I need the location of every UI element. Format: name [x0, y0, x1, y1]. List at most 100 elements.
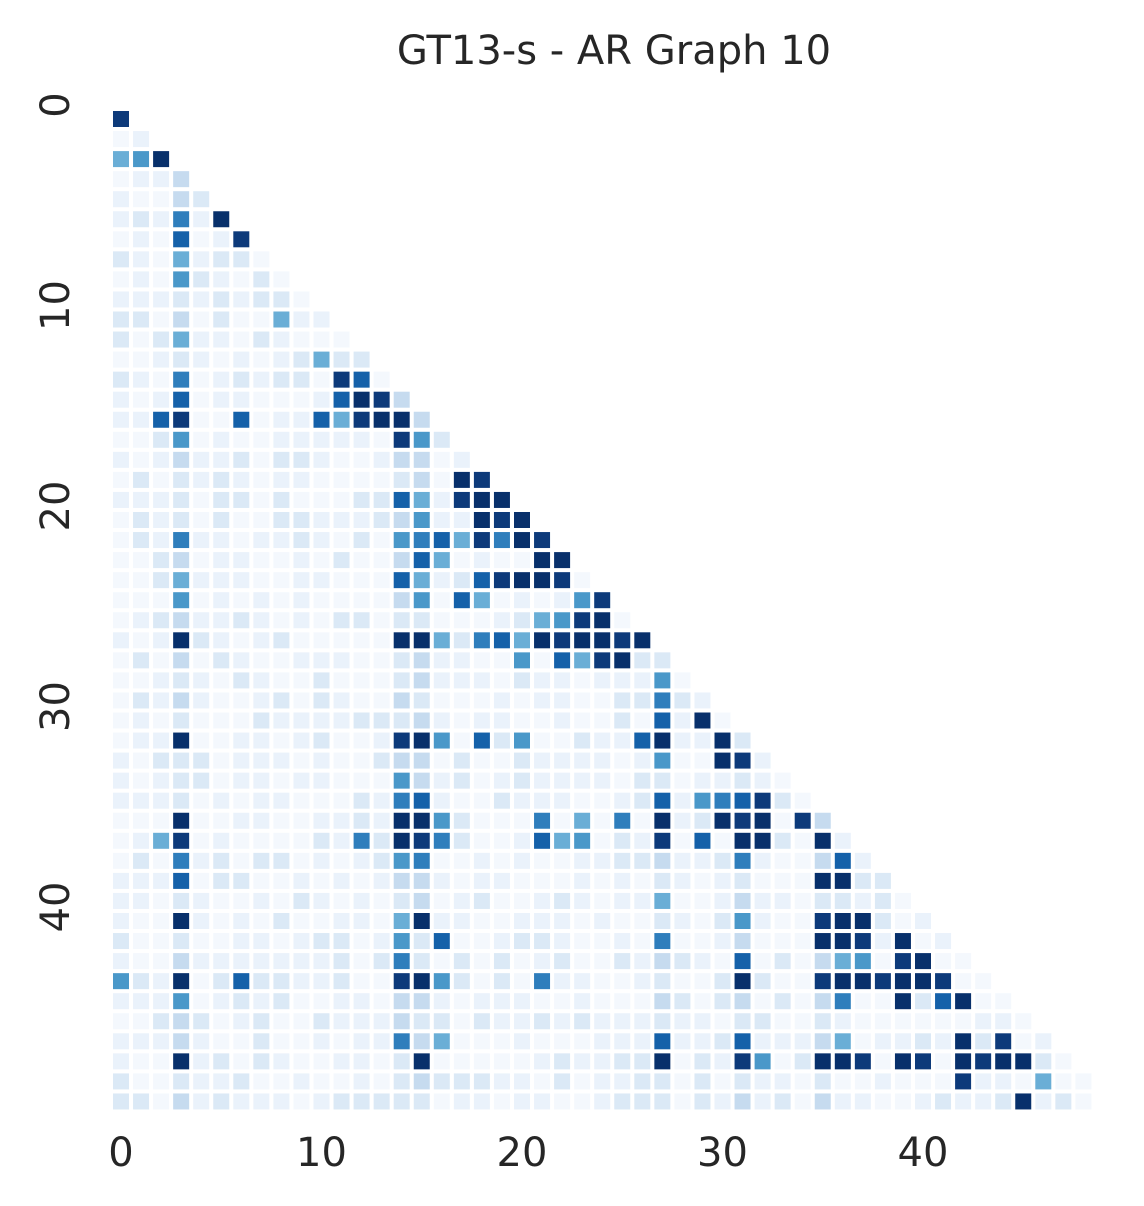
heatmap-cell	[614, 672, 631, 689]
heatmap-cell	[113, 913, 129, 929]
heatmap-cell	[714, 973, 731, 990]
heatmap-cell	[413, 592, 430, 609]
heatmap-cell	[774, 933, 791, 950]
heatmap-cell	[714, 812, 731, 829]
heatmap-cell	[373, 371, 390, 388]
heatmap-cell	[493, 712, 510, 729]
heatmap-cell	[493, 512, 510, 528]
heatmap-cell	[574, 732, 591, 749]
heatmap-cell	[273, 532, 290, 549]
heatmap-cell	[153, 211, 170, 228]
heatmap-cell	[173, 191, 190, 208]
heatmap-cell	[794, 852, 811, 869]
heatmap-cell	[293, 572, 310, 589]
heatmap-cell	[333, 391, 350, 408]
heatmap-cell	[654, 672, 671, 689]
heatmap-cell	[534, 612, 551, 629]
heatmap-cell	[614, 772, 631, 789]
heatmap-cell	[353, 692, 370, 709]
heatmap-cell	[393, 491, 410, 508]
heatmap-cell	[413, 572, 430, 589]
heatmap-cell	[313, 812, 330, 829]
heatmap-cell	[333, 832, 350, 849]
heatmap-cell	[734, 1053, 751, 1070]
heatmap-cell	[915, 1093, 931, 1110]
heatmap-cell	[113, 1093, 129, 1110]
heatmap-cell	[493, 1093, 510, 1110]
heatmap-cell	[874, 1093, 891, 1110]
heatmap-cell	[333, 552, 350, 569]
heatmap-cell	[313, 1073, 330, 1090]
heatmap-cell	[473, 993, 490, 1010]
heatmap-cell	[173, 552, 190, 569]
heatmap-cell	[714, 712, 731, 729]
heatmap-cell	[514, 1013, 530, 1030]
heatmap-cell	[273, 913, 290, 929]
heatmap-cell	[373, 431, 390, 448]
heatmap-cell	[594, 652, 611, 669]
heatmap-cells	[113, 111, 1092, 1110]
heatmap-cell	[874, 892, 891, 909]
heatmap-cell	[113, 471, 129, 488]
heatmap-cell	[213, 231, 230, 248]
heatmap-cell	[854, 973, 871, 990]
heatmap-cell	[534, 1053, 551, 1070]
heatmap-cell	[614, 1093, 631, 1110]
heatmap-cell	[133, 772, 150, 789]
heatmap-cell	[153, 552, 170, 569]
heatmap-cell	[574, 812, 591, 829]
heatmap-cell	[213, 973, 230, 990]
heatmap-cell	[233, 632, 250, 649]
heatmap-cell	[173, 211, 190, 228]
heatmap-cell	[233, 612, 250, 629]
heatmap-cell	[313, 552, 330, 569]
heatmap-cell	[694, 812, 711, 829]
heatmap-cell	[714, 953, 731, 970]
heatmap-cell	[654, 1073, 671, 1090]
heatmap-cell	[293, 391, 310, 408]
heatmap-cell	[133, 1013, 150, 1030]
heatmap-cell	[313, 411, 330, 428]
heatmap-cell	[213, 612, 230, 629]
heatmap-cell	[113, 572, 129, 589]
chart-title: GT13-s - AR Graph 10	[396, 28, 832, 74]
heatmap-cell	[393, 772, 410, 789]
heatmap-cell	[353, 411, 370, 428]
heatmap-cell	[574, 892, 591, 909]
heatmap-cell	[153, 451, 170, 468]
heatmap-cell	[113, 933, 129, 950]
heatmap-cell	[373, 532, 390, 549]
heatmap-cell	[614, 933, 631, 950]
heatmap-cell	[173, 1093, 190, 1110]
heatmap-cell	[153, 491, 170, 508]
heatmap-cell	[614, 872, 631, 889]
heatmap-cell	[754, 812, 771, 829]
heatmap-cell	[935, 1013, 952, 1030]
heatmap-cell	[874, 1033, 891, 1050]
heatmap-cell	[313, 592, 330, 609]
heatmap-cell	[614, 812, 631, 829]
heatmap-cell	[634, 852, 651, 869]
heatmap-cell	[473, 652, 490, 669]
heatmap-cell	[113, 251, 129, 268]
heatmap-cell	[734, 1073, 751, 1090]
heatmap-cell	[814, 892, 831, 909]
heatmap-cell	[193, 993, 210, 1010]
heatmap-cell	[574, 953, 591, 970]
heatmap-cell	[514, 1093, 530, 1110]
heatmap-cell	[353, 451, 370, 468]
heatmap-cell	[1015, 1033, 1032, 1050]
heatmap-cell	[514, 652, 530, 669]
heatmap-cell	[594, 933, 611, 950]
heatmap-cell	[173, 892, 190, 909]
heatmap-cell	[273, 772, 290, 789]
heatmap-cell	[153, 632, 170, 649]
heatmap-cell	[634, 953, 651, 970]
heatmap-cell	[313, 471, 330, 488]
heatmap-cell	[313, 1013, 330, 1030]
heatmap-cell	[734, 752, 751, 769]
heatmap-cell	[754, 1073, 771, 1090]
heatmap-cell	[173, 451, 190, 468]
heatmap-cell	[273, 431, 290, 448]
